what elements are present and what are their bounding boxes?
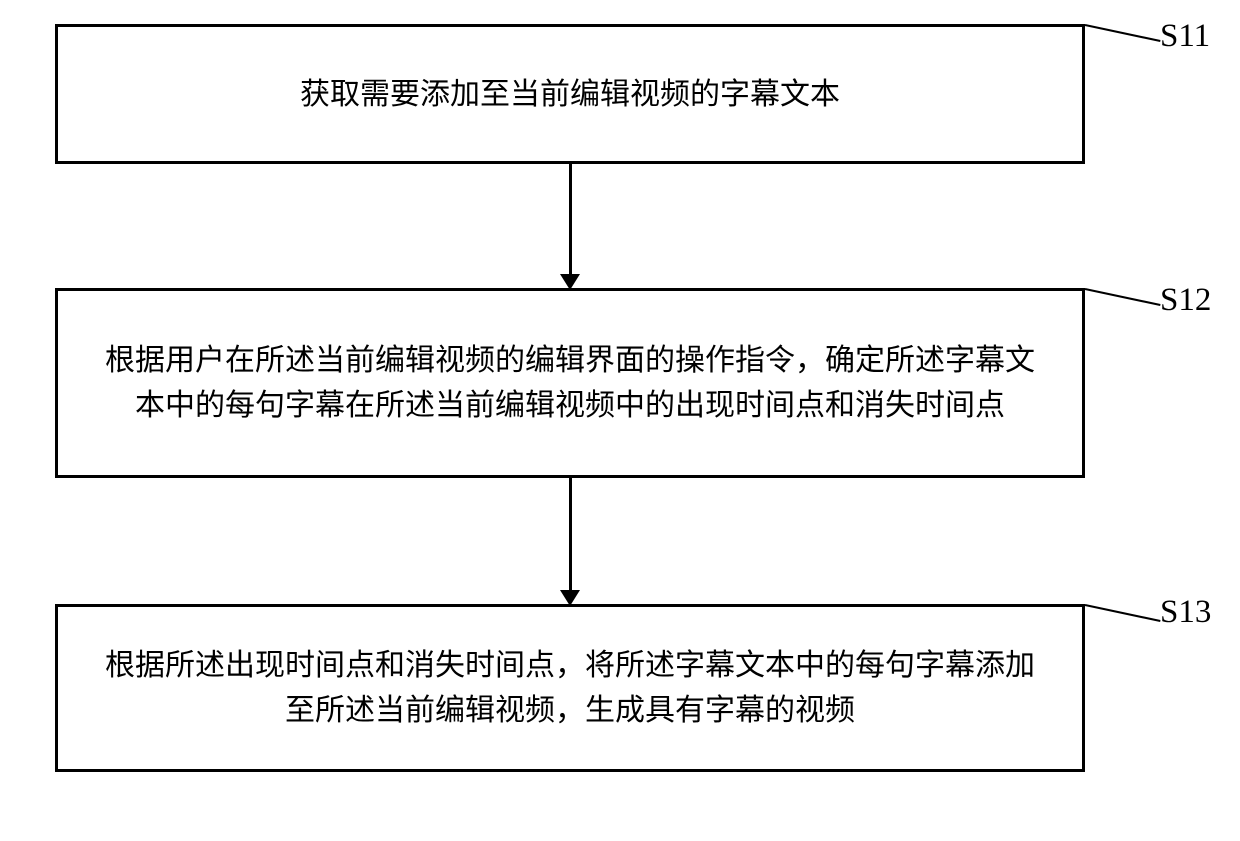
step-box-s12: 根据用户在所述当前编辑视频的编辑界面的操作指令，确定所述字幕文本中的每句字幕在所…	[55, 288, 1085, 478]
step-text: 根据所述出现时间点和消失时间点，将所述字幕文本中的每句字幕添加至所述当前编辑视频…	[98, 643, 1042, 733]
step-label-s13: S13	[1160, 594, 1211, 631]
step-box-s11: 获取需要添加至当前编辑视频的字幕文本	[55, 24, 1085, 164]
step-label-s11: S11	[1160, 18, 1210, 55]
step-label-s12: S12	[1160, 282, 1211, 319]
step-text: 根据用户在所述当前编辑视频的编辑界面的操作指令，确定所述字幕文本中的每句字幕在所…	[98, 338, 1042, 428]
step-box-s13: 根据所述出现时间点和消失时间点，将所述字幕文本中的每句字幕添加至所述当前编辑视频…	[55, 604, 1085, 772]
flowchart-canvas: 获取需要添加至当前编辑视频的字幕文本 S11 根据用户在所述当前编辑视频的编辑界…	[0, 0, 1240, 841]
connector-s11-s12	[569, 164, 572, 274]
step-text: 获取需要添加至当前编辑视频的字幕文本	[300, 72, 840, 117]
leader-line-s11	[1085, 24, 1161, 42]
leader-line-s12	[1085, 288, 1161, 306]
connector-s12-s13	[569, 478, 572, 590]
leader-line-s13	[1085, 604, 1161, 622]
